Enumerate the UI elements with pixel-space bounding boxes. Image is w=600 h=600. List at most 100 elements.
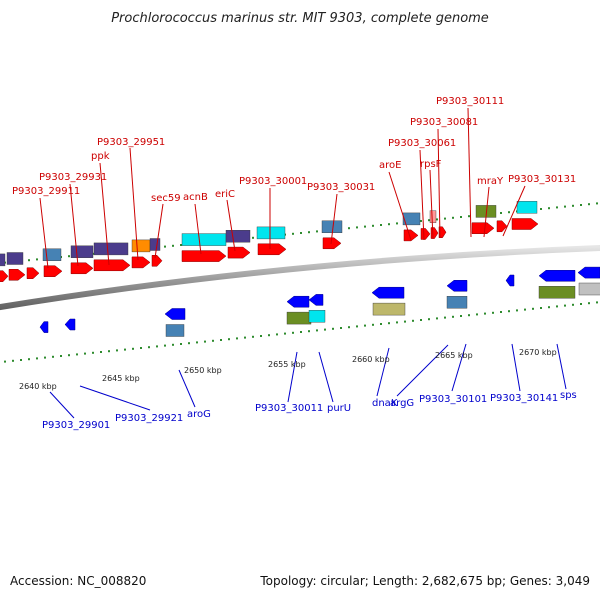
tick-dot-lower — [188, 342, 190, 345]
cog-category-box — [321, 220, 343, 234]
forward-gene-arrow — [420, 228, 431, 240]
tick-dot-lower — [316, 329, 318, 332]
label-leader-line — [226, 199, 236, 252]
label-leader-line — [330, 193, 338, 245]
forward-gene-arrow — [430, 227, 439, 239]
gene-label: P9303_29931 — [39, 172, 107, 183]
tick-dot-upper — [572, 204, 574, 207]
label-leader-line — [287, 351, 298, 403]
tick-dot-lower — [324, 328, 326, 331]
kbp-label: 2655 kbp — [268, 360, 306, 369]
topology-text: Topology: circular; Length: 2,682,675 bp… — [259, 574, 590, 588]
gene-label: P9303_29901 — [42, 420, 110, 431]
tick-dot-upper — [460, 216, 462, 218]
label-leader-line — [69, 183, 79, 267]
gene-label: sps — [560, 390, 577, 401]
cog-category-box — [402, 212, 421, 226]
tick-dot-upper — [436, 218, 438, 221]
tick-dot-lower — [300, 331, 302, 333]
label-leader-line — [99, 162, 110, 266]
kbp-labels: 2640 kbp 2645 kbp 2650 kbp 2655 kbp 2660 kbp… — [19, 348, 557, 391]
forward-gene-arrow — [43, 265, 63, 277]
cog-category-box — [286, 311, 312, 325]
tick-dot-upper — [580, 204, 582, 206]
gene-label: P9303_30131 — [508, 174, 576, 185]
tick-dot-upper — [172, 244, 174, 247]
tick-dot-lower — [356, 325, 358, 328]
tick-dot-lower — [204, 340, 206, 343]
tick-dot-lower — [548, 306, 550, 309]
gene-label: dnaK — [372, 398, 398, 409]
cog-category-box — [93, 242, 129, 256]
cog-category-box — [0, 253, 6, 267]
tick-dot-lower — [156, 345, 158, 348]
reverse-gene-arrow — [505, 274, 515, 287]
tick-dot-lower — [588, 302, 590, 305]
tick-dot-upper — [564, 205, 566, 208]
kbp-label: 2670 kbp — [519, 348, 557, 357]
tick-dot-upper — [508, 211, 510, 214]
gene-label: acnB — [183, 192, 208, 203]
tick-dot-lower — [364, 324, 366, 327]
tick-dot-lower — [540, 307, 542, 309]
kbp-label: 2645 kbp — [102, 374, 140, 383]
gene-label: argG — [390, 398, 414, 409]
tick-dot-upper — [500, 212, 502, 214]
gene-label: P9303_30081 — [410, 117, 478, 128]
reverse-gene-arrow — [371, 286, 405, 299]
tick-dot-upper — [588, 203, 590, 206]
gene-label: mraY — [477, 176, 504, 187]
label-leader-line — [129, 147, 139, 261]
cog-category-box — [446, 296, 468, 309]
tick-dot-lower — [596, 301, 598, 304]
label-leader-line — [49, 391, 75, 419]
tick-dot-lower — [108, 350, 110, 353]
label-leader-line — [154, 203, 164, 259]
tick-dot-lower — [532, 307, 534, 310]
cog-category-box — [578, 282, 600, 296]
label-leader-line — [178, 369, 196, 408]
tick-dot-lower — [212, 339, 214, 342]
gene-label: P9303_29951 — [97, 137, 165, 148]
gene-label: P9303_30001 — [239, 176, 307, 187]
forward-gene-arrow — [8, 269, 26, 281]
tick-dot-upper — [164, 245, 166, 248]
gene-label: P9303_29921 — [115, 413, 183, 424]
tick-dot-upper — [556, 206, 558, 209]
forward-gene-arrow — [181, 250, 227, 262]
tick-dot-lower — [436, 317, 438, 320]
forward-gene-arrow — [471, 222, 495, 234]
forward-gene-arrow — [403, 229, 419, 242]
tick-dot-upper — [36, 258, 38, 261]
tick-dot-lower — [396, 321, 398, 324]
tick-dot-lower — [220, 339, 222, 341]
cog-category-box — [256, 226, 286, 240]
tick-dot-upper — [68, 255, 70, 258]
tick-dot-lower — [412, 319, 414, 322]
tick-dot-upper — [180, 244, 182, 246]
tick-dot-lower — [580, 303, 582, 305]
tick-dot-lower — [484, 312, 486, 315]
tick-dot-upper — [28, 259, 30, 262]
cog-category-box — [225, 229, 251, 243]
tick-dot-upper — [364, 225, 366, 228]
cog-category-box — [131, 239, 151, 253]
tick-dot-lower — [564, 304, 566, 307]
tick-dot-lower — [28, 358, 30, 361]
map-title: Prochlorococcus marinus str. MIT 9303, c… — [111, 11, 489, 26]
tick-dot-upper — [356, 226, 358, 229]
genome-backbone — [0, 245, 600, 311]
label-leader-line — [318, 351, 334, 403]
gene-labels: P9303_29911 P9303_29931 ppk P9303_29951 sec5… — [12, 96, 577, 431]
reverse-gene-arrow — [538, 270, 576, 282]
tick-dot-lower — [36, 357, 38, 360]
gene-label: purU — [327, 403, 351, 414]
reverse-gene-arrow — [64, 318, 76, 331]
tick-dot-upper — [428, 219, 430, 222]
label-leader-line — [429, 169, 434, 240]
gene-label: P9303_30101 — [419, 394, 487, 405]
gene-label: P9303_30141 — [490, 393, 558, 404]
label-leader-line — [376, 347, 390, 397]
